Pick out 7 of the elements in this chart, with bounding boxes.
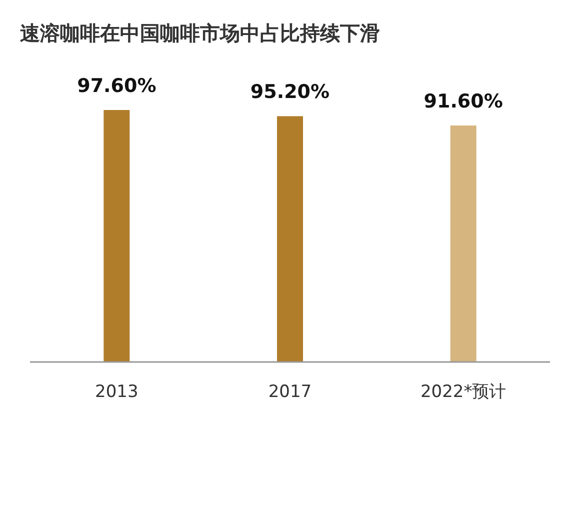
chart-title: 速溶咖啡在中国咖啡市场中占比持续下滑 bbox=[20, 21, 380, 45]
data-label: 91.60% bbox=[424, 90, 503, 112]
x-tick-label: 2022*预计 bbox=[420, 382, 506, 402]
data-label: 97.60% bbox=[77, 75, 156, 97]
data-label: 95.20% bbox=[250, 81, 330, 104]
x-tick-label: 2017 bbox=[268, 382, 312, 402]
x-tick-label: 2013 bbox=[95, 382, 138, 402]
